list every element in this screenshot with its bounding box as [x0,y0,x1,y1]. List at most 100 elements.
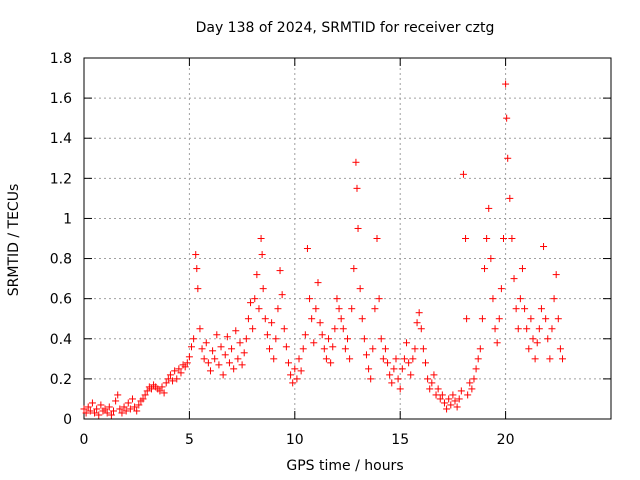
data-point [537,305,545,313]
data-point [192,251,200,259]
data-point [339,325,347,333]
data-point [556,345,564,353]
data-point [268,319,276,327]
data-point [493,339,501,347]
data-point [221,351,229,359]
y-tick-label: 1.4 [50,131,72,147]
data-point [337,315,345,323]
data-point [512,305,520,313]
data-point [211,355,219,363]
data-point [449,391,457,399]
data-point [293,375,301,383]
y-tick-label: 1 [63,211,72,227]
y-tick-label: 0 [63,412,72,428]
data-points [80,80,567,419]
data-point [394,375,402,383]
data-point [504,154,512,162]
data-point [377,335,385,343]
data-point [147,385,155,393]
data-point [365,365,373,373]
data-point [276,267,284,275]
data-point [101,405,109,413]
data-point [135,401,143,409]
plot-frame [83,57,612,420]
data-point [194,285,202,293]
data-point [381,345,389,353]
data-point [485,204,493,212]
y-tick-label: 0.2 [50,372,72,388]
data-point [344,335,351,343]
data-point [438,391,446,399]
data-point [459,170,467,178]
data-point [301,331,309,339]
data-point [356,285,364,293]
data-point [190,335,198,343]
data-point [177,369,185,377]
data-point [303,245,311,253]
data-point [158,383,166,391]
data-point [297,367,305,375]
data-point [88,399,96,407]
data-point [421,359,429,367]
data-point [320,345,328,353]
data-point [91,409,99,417]
data-point [223,333,231,341]
data-point [258,251,266,259]
data-point [451,397,459,405]
data-point [274,305,282,313]
y-tick-label: 0.4 [50,332,72,348]
data-point [308,315,316,323]
data-point [367,375,375,383]
data-point [369,345,377,353]
data-point [295,355,303,363]
data-point [107,411,115,419]
y-axis-label: SRMTID / TECUs [6,184,22,297]
data-point [457,387,465,395]
data-point [86,407,94,415]
data-point [384,359,392,367]
data-point [240,349,248,357]
data-point [126,405,134,413]
data-point [185,353,193,361]
data-point [316,319,324,327]
data-point [133,407,141,415]
data-point [181,363,189,371]
data-point [259,285,267,293]
data-point [188,343,196,351]
data-point [230,365,238,373]
data-point [139,395,147,403]
data-point [436,395,444,403]
data-point [341,345,349,353]
data-point [284,359,292,367]
data-point [156,387,164,395]
data-point [82,409,90,417]
data-point [282,343,290,351]
data-point [434,385,442,393]
data-point [419,345,427,353]
y-tick-label: 0.6 [50,292,72,308]
data-point [198,345,206,353]
data-point [417,325,425,333]
data-point [354,224,362,232]
data-point [470,375,478,383]
data-point [164,375,172,383]
data-point [299,345,307,353]
data-point [272,335,280,343]
data-point [209,347,217,355]
data-point [548,325,556,333]
data-point [346,355,354,363]
data-point [270,355,278,363]
data-point [483,235,491,242]
data-point [405,359,413,367]
data-point [327,359,335,367]
y-tick-label: 0.8 [50,252,72,268]
data-point [466,379,474,387]
data-point [497,285,505,293]
data-point [358,315,366,323]
data-point [287,371,295,379]
data-point [516,295,524,303]
data-point [491,325,499,333]
data-point [360,335,368,343]
data-point [310,339,318,347]
